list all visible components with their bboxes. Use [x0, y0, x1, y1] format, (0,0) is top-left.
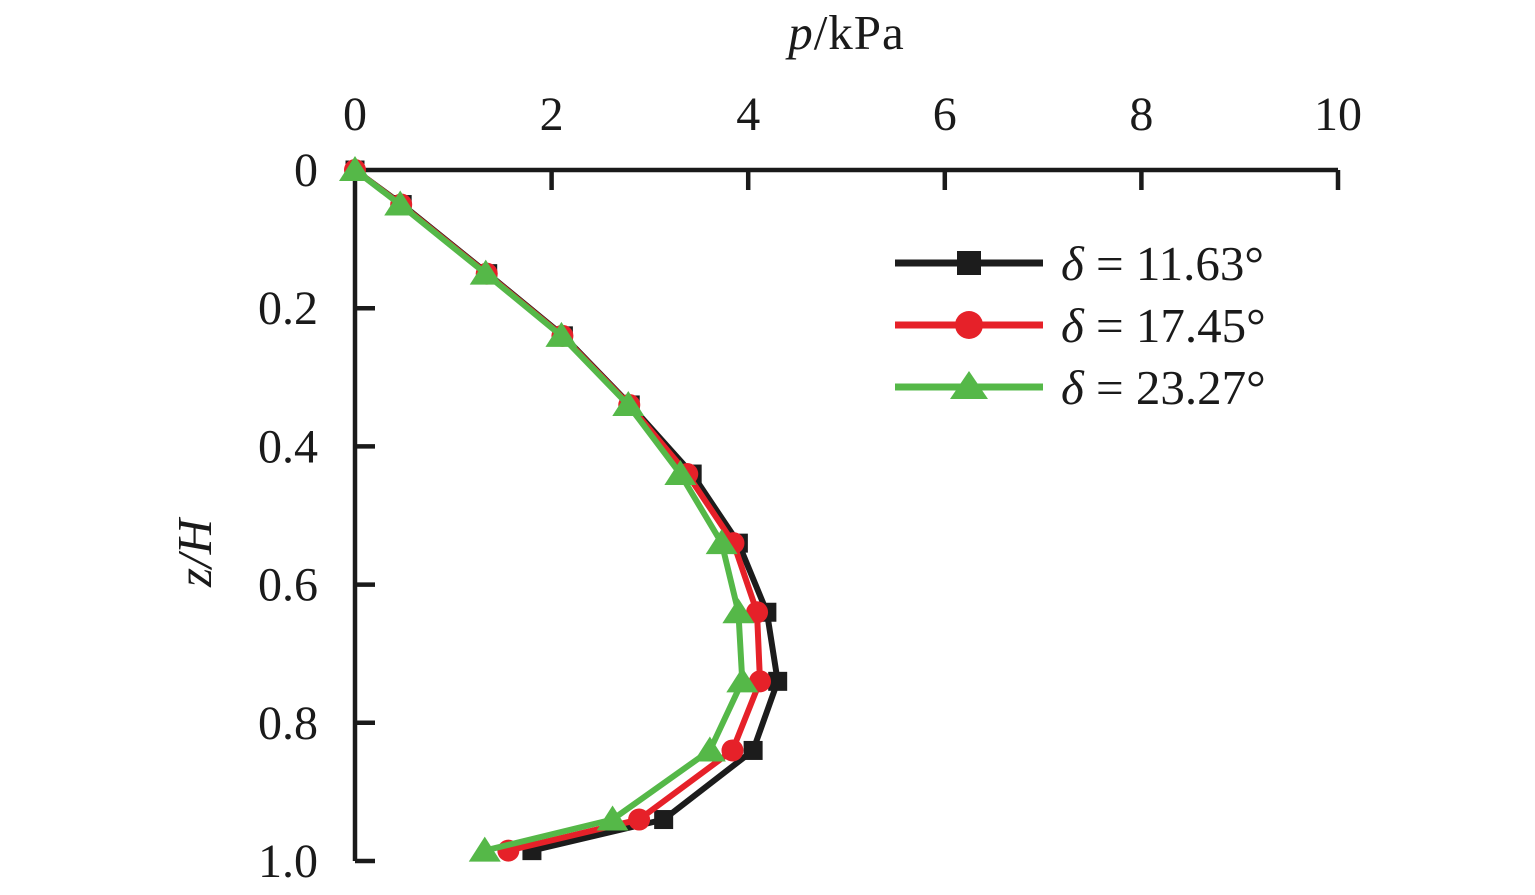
data-marker-triangle — [726, 667, 759, 693]
data-marker-square — [743, 740, 763, 760]
data-marker-triangle — [693, 736, 726, 762]
y-axis-tick-label: 1.0 — [258, 835, 318, 888]
y-axis-tick-label: 0.8 — [258, 697, 318, 750]
data-marker-triangle — [545, 321, 578, 347]
data-marker-triangle — [705, 529, 738, 555]
legend-marker-square-icon — [957, 251, 981, 275]
legend-value: = 11.63° — [1083, 235, 1264, 291]
x-axis-tick-label: 0 — [343, 88, 367, 141]
legend-value: = 23.27° — [1083, 359, 1266, 415]
legend-label: δ = 11.63° — [1061, 235, 1264, 292]
data-marker-triangle — [596, 805, 629, 831]
legend-marker-triangle-icon — [950, 371, 988, 399]
legend-swatch-square — [895, 251, 1043, 275]
x-axis-tick-label: 4 — [736, 88, 760, 141]
legend-item-delta-11-63: δ = 11.63° — [893, 232, 1266, 294]
x-axis-tick-label: 10 — [1314, 88, 1362, 141]
legend-label: δ = 17.45° — [1061, 297, 1266, 354]
data-marker-square — [654, 810, 674, 830]
data-marker-triangle — [722, 598, 755, 624]
series-line-triangle — [353, 167, 746, 854]
x-axis-title-symbol: p — [788, 5, 814, 60]
legend-swatch-triangle — [895, 371, 1043, 399]
legend-label: δ = 23.27° — [1061, 359, 1266, 416]
x-axis-tick-label: 6 — [933, 88, 957, 141]
y-axis-tick-label: 0.6 — [258, 559, 318, 612]
data-marker-triangle — [468, 836, 501, 862]
legend-marker-circle-icon — [955, 311, 983, 339]
x-axis-tick-label: 8 — [1129, 88, 1153, 141]
data-marker-circle — [628, 808, 651, 831]
y-axis-tick-label: 0 — [294, 144, 318, 197]
data-marker-triangle — [664, 460, 697, 486]
y-axis-tick-label: 0.4 — [258, 420, 318, 473]
legend-value: = 17.45° — [1083, 297, 1266, 353]
legend-item-delta-23-27: δ = 23.27° — [893, 356, 1266, 418]
delta-symbol: δ — [1061, 297, 1084, 353]
data-marker-triangle — [469, 259, 502, 285]
x-axis-title-unit: /kPa — [813, 5, 905, 60]
legend-item-delta-17-45: δ = 17.45° — [893, 294, 1266, 356]
data-marker-triangle — [612, 390, 645, 416]
x-axis-tick-label: 2 — [540, 88, 564, 141]
delta-symbol: δ — [1061, 235, 1084, 291]
x-axis-title: p/kPa — [355, 4, 1338, 61]
data-marker-triangle — [384, 190, 417, 216]
delta-symbol: δ — [1061, 359, 1084, 415]
legend-swatch-circle — [895, 311, 1043, 339]
legend: δ = 11.63° δ = 17.45° δ = 23.27° — [893, 232, 1266, 418]
data-marker-triangle — [339, 156, 371, 181]
data-marker-square — [768, 671, 788, 691]
data-marker-circle — [746, 601, 769, 624]
data-marker-circle — [721, 739, 744, 762]
y-axis-tick-label: 0.2 — [258, 282, 318, 335]
